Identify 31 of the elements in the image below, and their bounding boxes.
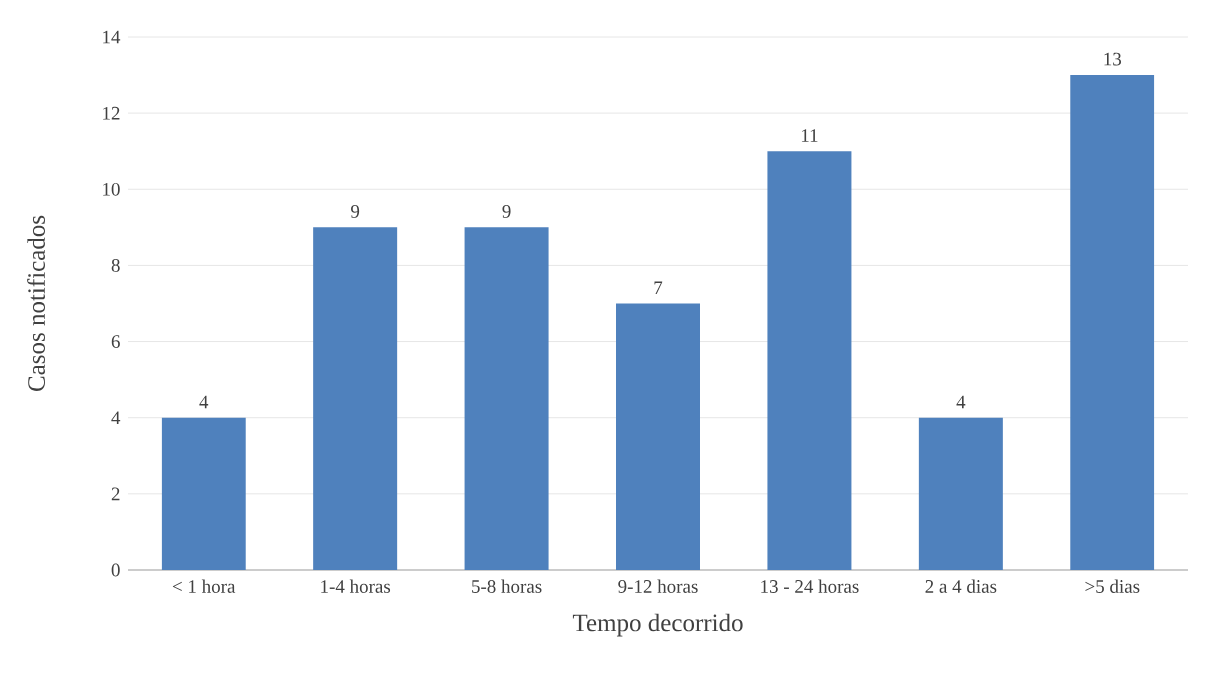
y-tick-label: 10 (103, 182, 120, 196)
x-tick-label: >5 dias (1085, 579, 1140, 593)
y-tick-label: 8 (111, 259, 120, 272)
x-axis-title: Tempo decorrido (572, 613, 743, 637)
data-label: 9 (502, 205, 511, 218)
data-label: 11 (801, 129, 818, 142)
data-label: 7 (654, 281, 663, 294)
x-tick-label: 13 - 24 horas (761, 579, 859, 593)
bar (767, 151, 852, 570)
y-tick-label: 2 (111, 487, 120, 501)
data-label: 9 (351, 205, 360, 218)
bar (464, 227, 549, 570)
data-label: 13 (1104, 52, 1122, 66)
y-tick-label: 0 (111, 563, 120, 577)
bar (918, 417, 1003, 570)
bar (616, 303, 700, 570)
y-tick-label: 12 (103, 106, 120, 120)
y-tick-label: 6 (111, 335, 120, 348)
data-label: 4 (199, 395, 209, 409)
bar (313, 227, 398, 570)
y-tick-label: 14 (103, 30, 121, 44)
x-tick-label: 9-12 horas (618, 579, 698, 593)
data-label: 4 (956, 395, 966, 409)
x-tick-label: 2 a 4 dias (925, 579, 997, 593)
bar (161, 417, 246, 570)
x-tick-label: < 1 hora (172, 579, 236, 593)
bar (1070, 75, 1155, 570)
y-axis-title: Casos notificados (27, 215, 45, 391)
x-tick-label: 1-4 horas (321, 579, 391, 593)
x-tick-label: 5-8 horas (472, 579, 542, 593)
y-tick-label: 4 (111, 411, 121, 424)
